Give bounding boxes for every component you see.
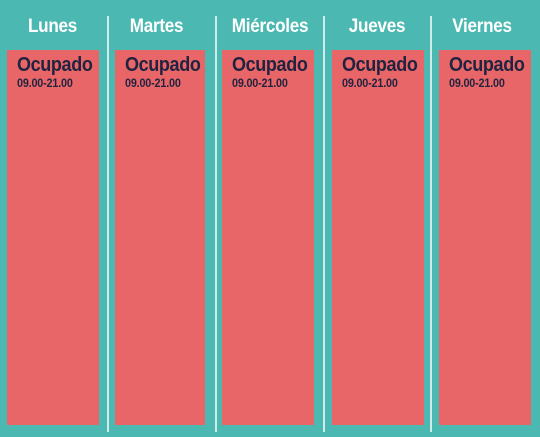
- time-block-lunes[interactable]: Ocupado 09.00-21.00: [7, 50, 99, 425]
- time-block-miercoles[interactable]: Ocupado 09.00-21.00: [222, 50, 314, 425]
- block-status: Ocupado: [125, 54, 201, 76]
- time-block-jueves[interactable]: Ocupado 09.00-21.00: [332, 50, 424, 425]
- column-divider: [107, 16, 109, 432]
- block-status: Ocupado: [342, 54, 418, 76]
- day-header-lunes: Lunes: [27, 16, 77, 37]
- column-divider: [430, 16, 432, 432]
- time-block-martes[interactable]: Ocupado 09.00-21.00: [115, 50, 205, 425]
- block-hours: 09.00-21.00: [342, 76, 398, 90]
- day-header-viernes: Viernes: [452, 16, 512, 37]
- block-status: Ocupado: [232, 54, 308, 76]
- column-divider: [323, 16, 325, 432]
- block-hours: 09.00-21.00: [449, 76, 505, 90]
- time-block-viernes[interactable]: Ocupado 09.00-21.00: [439, 50, 531, 425]
- block-hours: 09.00-21.00: [17, 76, 73, 90]
- day-header-martes: Martes: [129, 16, 184, 37]
- block-status: Ocupado: [449, 54, 525, 76]
- block-hours: 09.00-21.00: [232, 76, 288, 90]
- day-header-miercoles: Miércoles: [231, 16, 309, 37]
- column-divider: [215, 16, 217, 432]
- block-status: Ocupado: [17, 54, 93, 76]
- day-header-jueves: Jueves: [348, 16, 406, 37]
- block-hours: 09.00-21.00: [125, 76, 181, 90]
